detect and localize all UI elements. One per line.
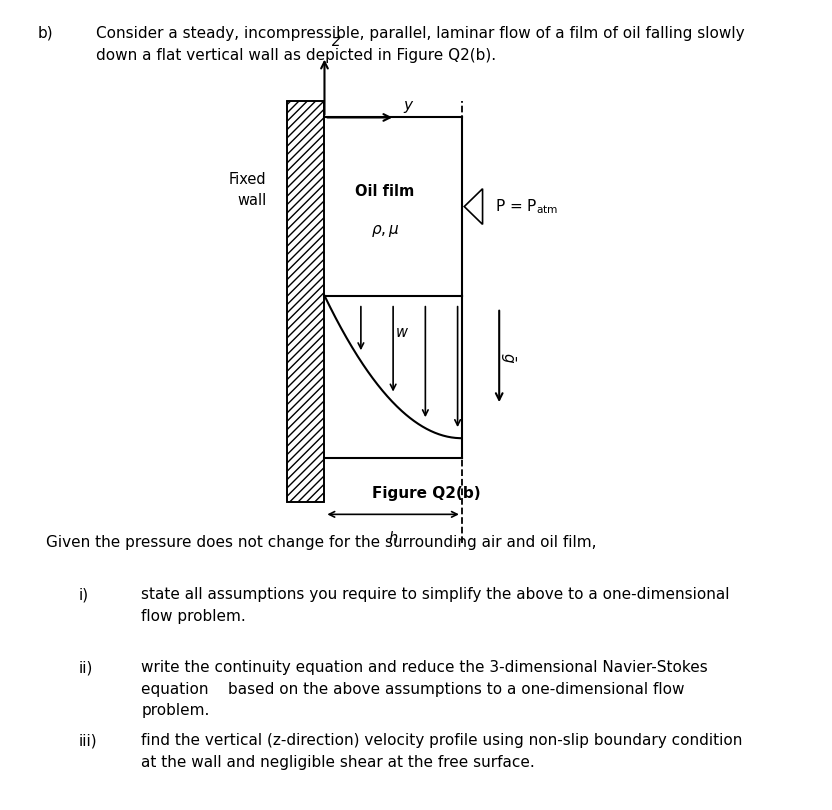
Text: Consider a steady, incompressible, parallel, laminar flow of a film of oil falli: Consider a steady, incompressible, paral…: [96, 26, 745, 63]
Text: write the continuity equation and reduce the 3-dimensional Navier-Stokes
equatio: write the continuity equation and reduce…: [141, 660, 708, 718]
Polygon shape: [464, 189, 483, 224]
Text: b): b): [37, 26, 53, 41]
Text: $\rho,\mu$: $\rho,\mu$: [370, 223, 399, 239]
Text: z: z: [331, 33, 339, 49]
Text: h: h: [389, 531, 398, 546]
Text: find the vertical (z-direction) velocity profile using non-slip boundary conditi: find the vertical (z-direction) velocity…: [141, 733, 743, 770]
Text: Figure Q2(b): Figure Q2(b): [372, 486, 481, 501]
Bar: [287, 101, 324, 502]
Text: Given the pressure does not change for the surrounding air and oil film,: Given the pressure does not change for t…: [46, 535, 597, 550]
Text: Oil film: Oil film: [355, 185, 414, 199]
Text: i): i): [79, 587, 89, 603]
Text: Fixed
wall: Fixed wall: [229, 173, 266, 208]
Text: $\bar{g}$: $\bar{g}$: [498, 352, 517, 364]
Text: ii): ii): [79, 660, 93, 676]
Bar: [287, 101, 324, 502]
Text: iii): iii): [79, 733, 97, 748]
Text: y: y: [404, 98, 413, 113]
Text: state all assumptions you require to simplify the above to a one-dimensional
flo: state all assumptions you require to sim…: [141, 587, 730, 624]
Text: w: w: [395, 325, 408, 339]
Text: P = P$_{\mathregular{atm}}$: P = P$_{\mathregular{atm}}$: [495, 197, 558, 216]
